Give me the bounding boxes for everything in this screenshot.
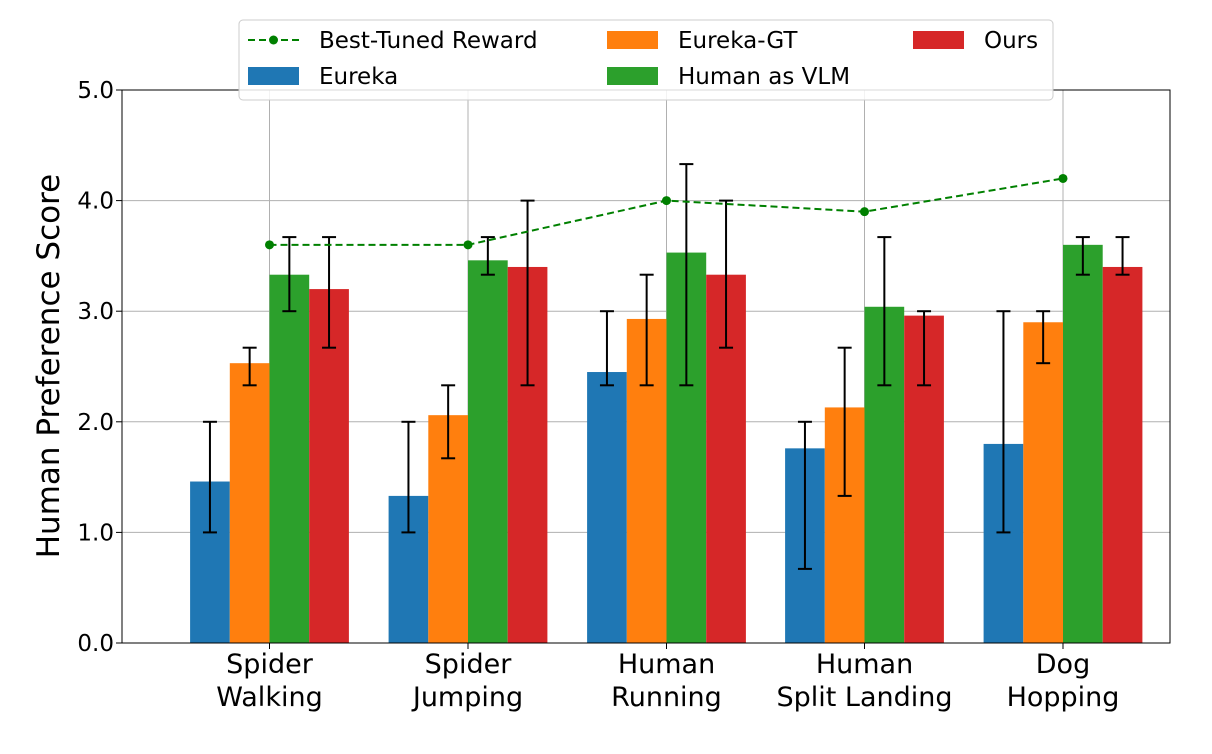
legend-label: Eureka	[319, 64, 398, 90]
legend-box	[238, 19, 1054, 101]
legend-line-marker	[269, 35, 278, 45]
legend-label: Best-Tuned Reward	[319, 28, 538, 54]
y-axis-label: Human Preference Score	[31, 174, 67, 559]
bar-ours	[1102, 266, 1143, 643]
legend-label: Eureka-GT	[678, 28, 798, 54]
bar-human-as-vlm	[468, 260, 508, 643]
best-tuned-reward-point	[860, 207, 869, 217]
x-tick-label: Running	[611, 682, 722, 713]
y-tick-label: 1.0	[77, 520, 114, 546]
best-tuned-reward-point	[1058, 173, 1068, 183]
x-tick-label: Human	[618, 649, 715, 680]
legend-swatch	[607, 67, 658, 85]
bar-eureka	[587, 372, 627, 643]
y-tick-label: 4.0	[77, 189, 114, 215]
x-tick-label: Split Landing	[776, 682, 952, 713]
x-tick-label: Dog	[1036, 649, 1090, 680]
x-tick-label: Spider	[425, 649, 513, 680]
x-tick-label: Hopping	[1007, 682, 1120, 713]
bar-eureka-gt	[229, 363, 270, 643]
x-tick-label: Spider	[226, 649, 314, 680]
y-tick-label: 0.0	[77, 631, 114, 657]
x-tick-label: Human	[816, 649, 913, 680]
y-tick-label: 3.0	[77, 299, 114, 325]
bar-human-as-vlm	[269, 274, 310, 643]
legend-swatch	[607, 31, 658, 49]
y-tick-label: 5.0	[77, 78, 114, 104]
x-tick-label: Walking	[216, 682, 322, 713]
best-tuned-reward-point	[265, 240, 274, 250]
bar-eureka-gt	[1023, 322, 1063, 643]
legend-label: Human as VLM	[678, 64, 850, 90]
best-tuned-reward-point	[463, 240, 473, 250]
legend-swatch	[913, 31, 964, 49]
best-tuned-reward-point	[662, 196, 671, 206]
y-tick-label: 2.0	[77, 410, 114, 436]
legend-swatch	[248, 67, 299, 85]
bar-human-as-vlm	[1063, 244, 1103, 643]
x-tick-label: Jumping	[411, 682, 523, 713]
legend-label: Ours	[984, 28, 1038, 54]
